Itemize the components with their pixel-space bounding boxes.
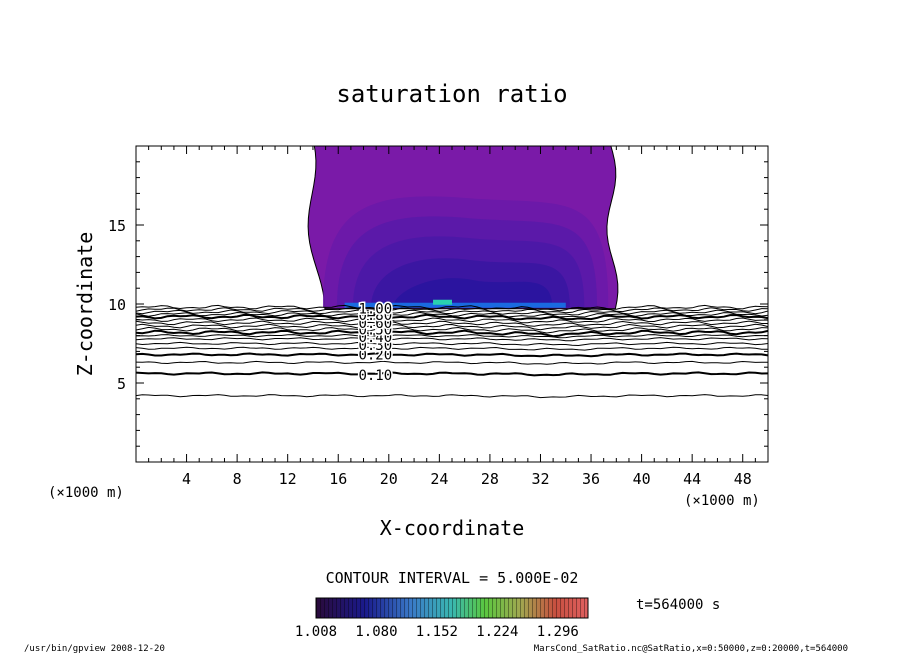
y-tick-label: 5 xyxy=(117,375,126,393)
contour-line xyxy=(136,317,768,324)
x-axis-unit-left: (×1000 m) xyxy=(48,485,124,501)
y-axis-label: Z-coordinate xyxy=(73,232,97,377)
contour-label: 0.10 xyxy=(358,368,392,384)
x-tick-label: 24 xyxy=(430,470,448,488)
colorbar-tick-label: 1.152 xyxy=(416,624,458,640)
contour-line xyxy=(136,304,768,312)
contour-label: 0.40 xyxy=(358,330,392,346)
contour-line xyxy=(136,311,768,318)
x-tick-label: 28 xyxy=(481,470,499,488)
contour-label: 0.30 xyxy=(358,338,392,354)
colorbar-tick-label: 1.080 xyxy=(355,624,397,640)
x-tick-label: 12 xyxy=(279,470,297,488)
y-axis-ticks: 5 10 15 xyxy=(108,161,768,447)
x-axis-label: X-coordinate xyxy=(380,516,525,540)
x-tick-label: 48 xyxy=(734,470,752,488)
footer-left: /usr/bin/gpview 2008-12-20 xyxy=(24,644,165,654)
contour-label: 0.80 xyxy=(358,308,392,324)
x-tick-label: 36 xyxy=(582,470,600,488)
contour-label: 0.50 xyxy=(358,322,392,338)
contour-label: 0.60 xyxy=(358,316,392,332)
x-tick-label: 4 xyxy=(182,470,191,488)
x-tick-label: 44 xyxy=(683,470,701,488)
contour-line xyxy=(136,360,768,365)
colorbar-tick-label: 1.296 xyxy=(537,624,579,640)
x-axis-ticks: 4 8 12 16 20 24 28 32 36 40 44 48 xyxy=(148,146,756,488)
contour-line xyxy=(136,323,768,331)
colorbar-tick-label: 1.008 xyxy=(295,624,337,640)
contour-interval-label: CONTOUR INTERVAL = 5.000E-02 xyxy=(326,569,579,587)
y-tick-label: 10 xyxy=(108,296,126,314)
colorbar-tick-label: 1.224 xyxy=(476,624,518,640)
x-tick-label: 20 xyxy=(380,470,398,488)
footer-right: MarsCond_SatRatio.nc@SatRatio,x=0:50000,… xyxy=(534,644,848,654)
contour-line xyxy=(136,329,768,338)
colorbar-frame xyxy=(315,597,589,619)
contour-labels: 0.10 0.200.300.400.500.600.801.00 xyxy=(357,300,394,385)
colorbar-stripes xyxy=(316,598,588,618)
contour-line xyxy=(136,394,768,399)
x-tick-label: 16 xyxy=(329,470,347,488)
contour-lines xyxy=(136,304,768,399)
contour-line xyxy=(136,337,768,342)
supersaturation-peak xyxy=(433,299,452,305)
contour-label: 1.00 xyxy=(358,302,392,318)
contour-line xyxy=(136,352,768,358)
contour-line xyxy=(136,371,768,377)
contour-line xyxy=(136,320,768,327)
time-label: t=564000 s xyxy=(636,597,720,613)
x-tick-label: 8 xyxy=(233,470,242,488)
x-tick-label: 32 xyxy=(531,470,549,488)
saturation-fill xyxy=(307,146,619,310)
y-tick-label: 15 xyxy=(108,217,126,235)
colorbar-ticks: 1.008 1.080 1.152 1.224 1.296 xyxy=(295,624,579,640)
contour-line xyxy=(136,313,768,321)
x-tick-label: 40 xyxy=(633,470,651,488)
supersaturation-edge xyxy=(344,302,566,308)
contour-line xyxy=(136,341,768,347)
contour-line xyxy=(136,307,768,314)
contour-line xyxy=(136,346,768,351)
chart-title: saturation ratio xyxy=(336,80,567,108)
contour-label: 0.20 xyxy=(358,348,392,364)
plot-area: 0.10 0.200.300.400.500.600.801.00 xyxy=(136,146,768,399)
x-axis-unit-right: (×1000 m) xyxy=(684,493,760,509)
contour-line xyxy=(136,326,768,334)
contour-line xyxy=(136,309,768,316)
contour-line xyxy=(136,333,768,339)
saturation-band xyxy=(392,278,553,308)
colorbar: 1.008 1.080 1.152 1.224 1.296 xyxy=(295,597,589,640)
